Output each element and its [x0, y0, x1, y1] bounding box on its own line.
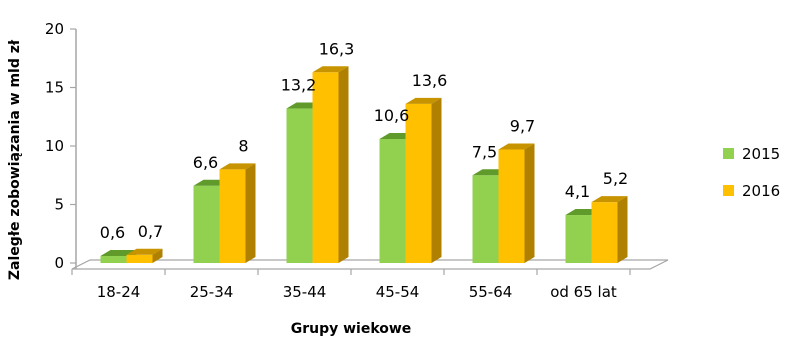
- chart-data-labels: 0,6 0,7 6,6 8 13,216,3 10,613,6 7,5 9,7 4,1 5,2: [100, 39, 628, 242]
- bar-2016-45-54: [405, 97, 442, 263]
- bar-front: [100, 255, 127, 263]
- legend-swatch-2015: [723, 148, 734, 159]
- bar-top: [498, 143, 535, 150]
- legend-label-2015: 2015: [742, 145, 780, 163]
- data-label-2016-45-54: 13,6: [412, 71, 448, 90]
- bar-front: [193, 185, 220, 263]
- bar-2016-25-34: [219, 163, 256, 263]
- bar-side: [152, 248, 163, 263]
- bar-top: [405, 97, 442, 104]
- data-label-2015-od-65-lat: 4,1: [565, 182, 590, 201]
- bar-front: [565, 215, 592, 263]
- bar-side: [245, 163, 256, 263]
- y-tick-label: 15: [45, 79, 64, 97]
- data-label-2016-od-65-lat: 5,2: [603, 169, 628, 188]
- data-label-2016-25-34: 8: [238, 136, 248, 155]
- x-tick-label-55-64: 55-64: [469, 283, 513, 301]
- bar-2016-18-24: [126, 248, 163, 263]
- bar-side: [338, 66, 349, 263]
- data-label-2016-18-24: 0,7: [138, 222, 163, 241]
- data-label-2015-55-64: 7,5: [472, 142, 497, 161]
- chart-legend: 2015 2016: [723, 145, 780, 200]
- x-tick-label-45-54: 45-54: [376, 283, 420, 301]
- legend-swatch-2016: [723, 185, 734, 196]
- x-tick-label-18-24: 18-24: [97, 283, 141, 301]
- data-label-2015-18-24: 0,6: [100, 223, 125, 242]
- bar-front: [286, 108, 313, 263]
- bar-front: [126, 254, 153, 263]
- bar-front: [312, 72, 339, 263]
- bar-top: [126, 248, 163, 255]
- x-tick-label-25-34: 25-34: [190, 283, 234, 301]
- data-label-2015-25-34: 6,6: [193, 153, 218, 172]
- y-tick-label: 5: [54, 196, 64, 214]
- bar-side: [617, 196, 628, 263]
- legend-label-2016: 2016: [742, 182, 780, 200]
- y-axis-title: Zaległe zobowiązania w mld zł: [7, 39, 23, 280]
- chart-bars: [100, 66, 628, 263]
- data-label-2016-35-44: 16,3: [319, 39, 355, 58]
- bar-side: [431, 97, 442, 263]
- bar-top: [591, 196, 628, 203]
- bar-side: [524, 143, 535, 263]
- bar-2016-55-64: [498, 143, 535, 263]
- x-tick-label-od-65-lat: od 65 lat: [550, 283, 617, 301]
- data-label-2015-45-54: 10,6: [374, 106, 410, 125]
- data-label-2016-55-64: 9,7: [510, 117, 535, 136]
- bar-2016-35-44: [312, 66, 349, 263]
- data-label-2015-35-44: 13,2: [281, 76, 317, 95]
- bar-top: [219, 163, 256, 170]
- x-tick-label-35-44: 35-44: [283, 283, 327, 301]
- bar-front: [219, 169, 246, 263]
- bar-front: [405, 103, 432, 263]
- bar-front: [379, 138, 406, 263]
- bar-top: [312, 66, 349, 73]
- bar-2016-od-65-lat: [591, 196, 628, 263]
- chart-axes: 0 5 10 15 20 18-24 25-34 35-44 45-54 55-64 od 65 l…: [45, 20, 669, 301]
- bar-front: [498, 149, 525, 263]
- bar-front: [472, 175, 499, 263]
- x-axis-title: Grupy wiekowe: [291, 321, 412, 337]
- bar-front: [591, 202, 618, 263]
- y-tick-label: 20: [45, 20, 64, 38]
- y-tick-label: 10: [45, 137, 64, 155]
- y-tick-label: 0: [54, 254, 64, 272]
